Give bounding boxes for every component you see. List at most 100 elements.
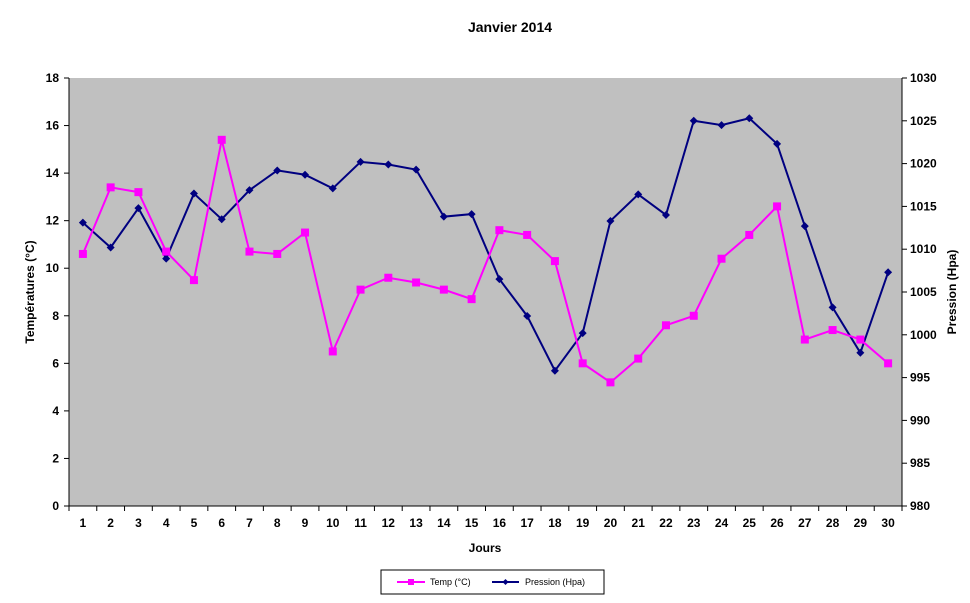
data-point bbox=[800, 222, 809, 231]
data-point bbox=[328, 184, 337, 193]
data-point bbox=[717, 121, 726, 130]
data-point bbox=[689, 311, 698, 320]
data-point bbox=[356, 285, 365, 294]
data-point bbox=[495, 226, 504, 235]
data-point bbox=[550, 366, 559, 375]
plot-area bbox=[69, 78, 902, 506]
x-tick-label: 25 bbox=[743, 516, 757, 530]
data-point bbox=[106, 243, 115, 252]
data-point bbox=[884, 268, 893, 277]
right-y-axis: 980 985 990 995 1000 1005 1010 1015 1020 1025 1030 bbox=[901, 71, 937, 513]
data-point bbox=[162, 247, 171, 256]
legend-marker-pression bbox=[502, 579, 509, 585]
x-tick-label: 24 bbox=[715, 516, 729, 530]
legend-label-pression: Pression (Hpa) bbox=[525, 577, 585, 587]
x-tick-label: 14 bbox=[437, 516, 451, 530]
data-point bbox=[134, 204, 143, 213]
x-tick-label: 3 bbox=[135, 516, 142, 530]
data-point bbox=[661, 210, 670, 219]
right-tick-label: 1000 bbox=[910, 328, 937, 342]
data-point bbox=[689, 116, 698, 125]
data-point bbox=[578, 359, 587, 368]
data-point bbox=[78, 249, 87, 258]
x-tick-label: 19 bbox=[576, 516, 590, 530]
legend: Temp (°C) Pression (Hpa) bbox=[380, 569, 605, 595]
data-point bbox=[745, 114, 754, 123]
data-point bbox=[217, 135, 226, 144]
data-point bbox=[578, 329, 587, 338]
data-point bbox=[523, 230, 532, 239]
x-tick-label: 2 bbox=[107, 516, 114, 530]
x-tick-label: 16 bbox=[493, 516, 507, 530]
data-point bbox=[773, 139, 782, 148]
x-tick-label: 1 bbox=[80, 516, 87, 530]
left-tick-label: 10 bbox=[46, 261, 60, 275]
data-point bbox=[828, 326, 837, 335]
left-tick-label: 0 bbox=[52, 499, 59, 513]
data-point bbox=[634, 354, 643, 363]
data-point bbox=[245, 247, 254, 256]
x-tick-label: 5 bbox=[191, 516, 198, 530]
series-layer bbox=[78, 114, 893, 387]
data-point bbox=[550, 257, 559, 266]
right-tick-label: 985 bbox=[910, 456, 930, 470]
data-point bbox=[189, 276, 198, 285]
left-tick-label: 2 bbox=[52, 451, 59, 465]
data-point bbox=[773, 202, 782, 211]
data-point bbox=[356, 157, 365, 166]
x-tick-label: 30 bbox=[881, 516, 895, 530]
data-point bbox=[106, 183, 115, 192]
left-y-axis: 0 2 4 6 8 10 12 14 16 18 bbox=[46, 71, 70, 513]
data-point bbox=[273, 249, 282, 258]
x-tick-label: 15 bbox=[465, 516, 479, 530]
left-y-axis-label: Températures (°C) bbox=[23, 240, 37, 343]
x-tick-label: 4 bbox=[163, 516, 170, 530]
data-point bbox=[412, 278, 421, 287]
right-y-axis-label: Pression (Hpa) bbox=[945, 250, 959, 335]
data-point bbox=[856, 348, 865, 357]
x-tick-label: 18 bbox=[548, 516, 562, 530]
data-point bbox=[412, 165, 421, 174]
data-point bbox=[523, 311, 532, 320]
x-tick-label: 28 bbox=[826, 516, 840, 530]
x-tick-label: 17 bbox=[520, 516, 534, 530]
data-point bbox=[439, 212, 448, 221]
data-point bbox=[439, 285, 448, 294]
right-tick-label: 1030 bbox=[910, 71, 937, 85]
data-point bbox=[634, 190, 643, 199]
series-line bbox=[82, 117, 890, 373]
legend-label-temp: Temp (°C) bbox=[430, 577, 471, 587]
data-point bbox=[856, 335, 865, 344]
left-tick-label: 4 bbox=[52, 404, 59, 418]
data-point bbox=[328, 347, 337, 356]
x-tick-label: 6 bbox=[218, 516, 225, 530]
x-tick-label: 12 bbox=[382, 516, 396, 530]
data-point bbox=[78, 218, 87, 227]
data-point bbox=[661, 321, 670, 330]
left-tick-label: 12 bbox=[46, 214, 60, 228]
data-point bbox=[301, 228, 310, 237]
data-point bbox=[717, 254, 726, 263]
chart-title: Janvier 2014 bbox=[468, 19, 552, 35]
data-point bbox=[606, 216, 615, 225]
x-tick-label: 13 bbox=[409, 516, 423, 530]
left-tick-label: 14 bbox=[46, 166, 60, 180]
x-axis: 1 2 3 4 5 6 7 8 9 10 11 12 13 14 15 16 17 18 19 20 21 22 23 24 2… bbox=[68, 505, 903, 530]
data-point bbox=[495, 275, 504, 284]
data-point bbox=[384, 273, 393, 282]
right-tick-label: 1020 bbox=[910, 157, 937, 171]
data-point bbox=[884, 359, 893, 368]
x-tick-label: 23 bbox=[687, 516, 701, 530]
right-tick-label: 1005 bbox=[910, 285, 937, 299]
data-point bbox=[301, 170, 310, 179]
x-tick-label: 20 bbox=[604, 516, 618, 530]
x-tick-label: 8 bbox=[274, 516, 281, 530]
x-tick-label: 22 bbox=[659, 516, 673, 530]
right-tick-label: 995 bbox=[910, 371, 930, 385]
data-point bbox=[134, 188, 143, 197]
x-tick-label: 11 bbox=[354, 516, 367, 530]
data-point bbox=[745, 230, 754, 239]
x-tick-label: 10 bbox=[326, 516, 340, 530]
left-tick-label: 6 bbox=[52, 356, 59, 370]
